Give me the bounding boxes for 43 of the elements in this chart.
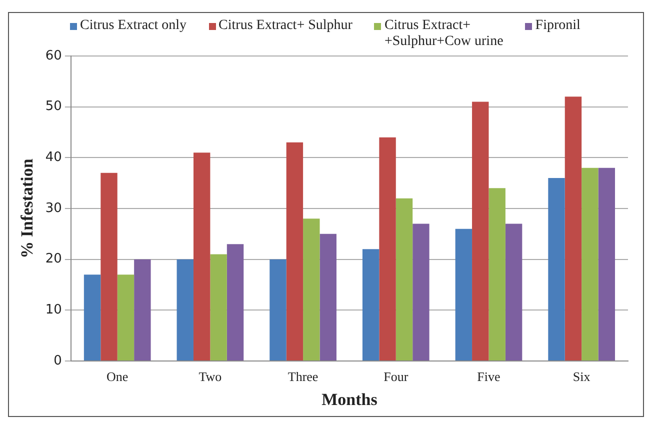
bar bbox=[488, 188, 506, 360]
bar bbox=[134, 259, 151, 360]
bar bbox=[320, 234, 336, 360]
legend-label: Citrus Extract only bbox=[80, 18, 187, 34]
bar bbox=[210, 254, 227, 360]
y-tick-label: 30 bbox=[45, 200, 62, 216]
y-tick-label: 50 bbox=[45, 99, 62, 114]
bar bbox=[193, 152, 210, 360]
x-tick-label: Six bbox=[572, 369, 591, 384]
bar bbox=[100, 172, 118, 360]
bar bbox=[505, 224, 522, 360]
y-tick-label: 40 bbox=[45, 150, 62, 166]
y-tick-label: 60 bbox=[45, 48, 62, 64]
x-tick-label: One bbox=[106, 369, 128, 384]
legend-label: Citrus Extract+ Sulphur bbox=[218, 18, 352, 34]
x-tick-label: Three bbox=[288, 369, 318, 384]
y-tick-label: 0 bbox=[54, 353, 62, 368]
x-axis-title: Months bbox=[322, 390, 378, 410]
bar bbox=[598, 168, 615, 360]
bar bbox=[270, 259, 286, 360]
bar bbox=[582, 168, 598, 360]
bar bbox=[455, 228, 472, 360]
bar bbox=[303, 218, 320, 360]
x-tick-label: Five bbox=[477, 369, 501, 384]
bar bbox=[396, 198, 413, 360]
bar bbox=[286, 142, 304, 360]
bar bbox=[564, 96, 582, 360]
bar bbox=[176, 259, 194, 360]
y-axis-title: % Infestation bbox=[18, 158, 37, 258]
bar bbox=[412, 224, 430, 360]
x-tick-label: Four bbox=[384, 369, 409, 384]
legend-label: Fipronil bbox=[535, 18, 580, 34]
legend-label: Citrus Extract+ +Sulphur+Cow urine bbox=[384, 18, 504, 50]
bar bbox=[84, 274, 101, 360]
bar bbox=[117, 274, 134, 360]
bar bbox=[379, 137, 396, 360]
y-tick-label: 10 bbox=[45, 302, 62, 318]
x-tick-label: Two bbox=[198, 369, 222, 384]
y-tick-label: 20 bbox=[45, 252, 62, 267]
bar bbox=[548, 178, 565, 360]
bar bbox=[472, 102, 489, 360]
bar bbox=[226, 244, 244, 360]
bar bbox=[362, 249, 380, 360]
